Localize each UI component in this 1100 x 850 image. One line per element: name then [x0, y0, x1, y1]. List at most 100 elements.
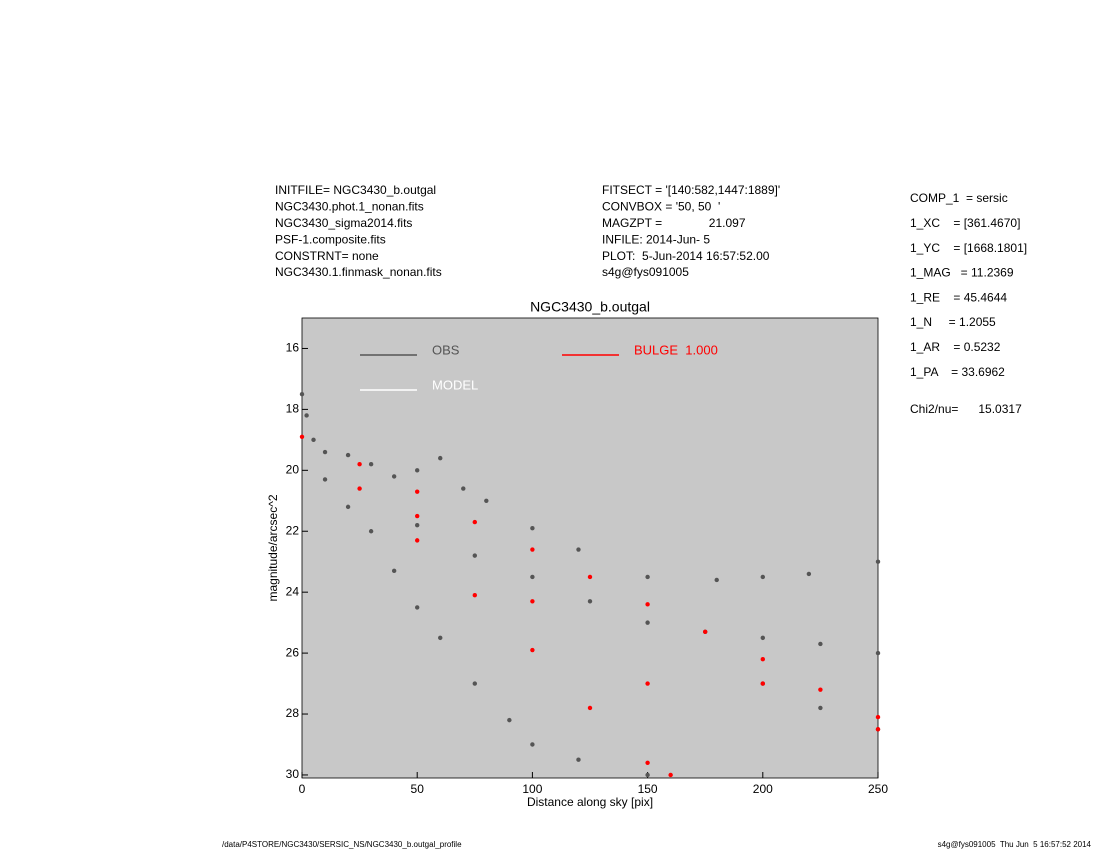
header-line: INFILE: 2014-Jun- 5 [602, 232, 710, 246]
point [357, 486, 362, 491]
point [311, 437, 316, 443]
point [461, 486, 466, 491]
point [645, 772, 650, 778]
header-line: s4g@fys091005 [602, 265, 689, 279]
point [587, 705, 593, 711]
point [530, 547, 535, 552]
parameter: 1_N = 1.2055 [910, 315, 996, 329]
point [668, 772, 673, 778]
point [345, 452, 351, 458]
header-line: INITFILE= NGC3430_b.outgal [275, 183, 436, 197]
point [645, 602, 650, 607]
point [530, 742, 535, 747]
point [507, 717, 512, 723]
y-tick-label: 30 [286, 767, 300, 781]
parameter: 1_RE = 45.4644 [910, 290, 1007, 304]
header-line: PLOT: 5-Jun-2014 16:57:52.00 [602, 249, 770, 263]
legend-label: OBS [432, 342, 460, 357]
point [415, 513, 420, 519]
x-tick-label: 200 [753, 782, 773, 796]
parameter: 1_MAG = 11.2369 [910, 266, 1014, 280]
point [472, 553, 477, 558]
point [472, 519, 477, 525]
point [391, 568, 397, 574]
y-tick-label: 18 [286, 402, 300, 416]
point [587, 574, 593, 580]
point [368, 529, 374, 534]
point [438, 455, 443, 461]
point [391, 474, 397, 479]
y-tick-label: 28 [286, 706, 300, 720]
y-tick-label: 26 [286, 645, 300, 659]
point [415, 522, 420, 528]
point [576, 757, 581, 762]
point [714, 577, 719, 583]
chart-title: NGC3430_b.outgal [530, 299, 650, 315]
point [875, 714, 881, 720]
header-line: CONSTRNT= none [275, 249, 379, 263]
point [875, 727, 881, 732]
point [530, 574, 535, 580]
x-tick-label: 250 [868, 782, 888, 796]
header-line: PSF-1.composite.fits [275, 232, 386, 246]
point [357, 462, 362, 467]
point [645, 760, 650, 765]
point [368, 462, 374, 467]
point [322, 449, 328, 455]
y-tick-label: 16 [286, 341, 300, 355]
point [530, 525, 535, 531]
point [472, 681, 477, 686]
parameter: 1_XC = [361.4670] [910, 216, 1020, 230]
legend-label: BULGE 1.000 [634, 342, 718, 357]
point [760, 635, 765, 641]
header-line: CONVBOX = '50, 50 ' [602, 200, 720, 214]
point [818, 641, 823, 647]
point [875, 559, 881, 564]
point [818, 705, 823, 711]
point [530, 599, 535, 604]
point [438, 635, 443, 641]
point [760, 656, 765, 662]
x-tick-label: 100 [522, 782, 542, 796]
point [875, 650, 881, 656]
point [818, 687, 823, 692]
point [645, 574, 650, 580]
footer-path: /data/P4STORE/NGC3430/SERSIC_NS/NGC3430_… [222, 840, 462, 849]
point [304, 413, 309, 418]
point [645, 620, 650, 625]
point [415, 468, 420, 473]
point [760, 681, 765, 686]
header-line: MAGZPT = 21.097 [602, 216, 746, 230]
y-tick-label: 22 [286, 523, 300, 537]
x-tick-label: 50 [411, 782, 425, 796]
parameter: 1_YC = [1668.1801] [910, 241, 1027, 255]
point [299, 391, 305, 397]
footer-stamp: s4g@fys091005 Thu Jun 5 16:57:52 2014 [938, 840, 1092, 849]
header-line: NGC3430.1.finmask_nonan.fits [275, 265, 442, 279]
y-tick-label: 24 [286, 584, 300, 598]
legend-label: MODEL [432, 377, 478, 392]
x-axis-label: Distance along sky [pix] [527, 795, 653, 809]
point [760, 574, 765, 580]
point [587, 599, 593, 604]
point [415, 489, 420, 494]
x-tick-label: 0 [299, 782, 306, 796]
parameter: 1_AR = 0.5232 [910, 340, 1001, 354]
parameter: Chi2/nu= 15.0317 [910, 402, 1022, 416]
parameter: 1_PA = 33.6962 [910, 365, 1005, 379]
plot-area [301, 317, 879, 779]
y-tick-label: 20 [286, 462, 300, 476]
x-tick-label: 150 [638, 782, 658, 796]
point [703, 629, 708, 634]
point [472, 593, 477, 598]
parameter: COMP_1 = sersic [910, 191, 1008, 205]
point [530, 647, 535, 653]
point [484, 498, 489, 503]
header-line: FITSECT = '[140:582,1447:1889]' [602, 183, 780, 197]
header-line: NGC3430_sigma2014.fits [275, 216, 412, 230]
header-line: NGC3430.phot.1_nonan.fits [275, 200, 424, 214]
point [415, 538, 420, 543]
point [322, 477, 328, 482]
